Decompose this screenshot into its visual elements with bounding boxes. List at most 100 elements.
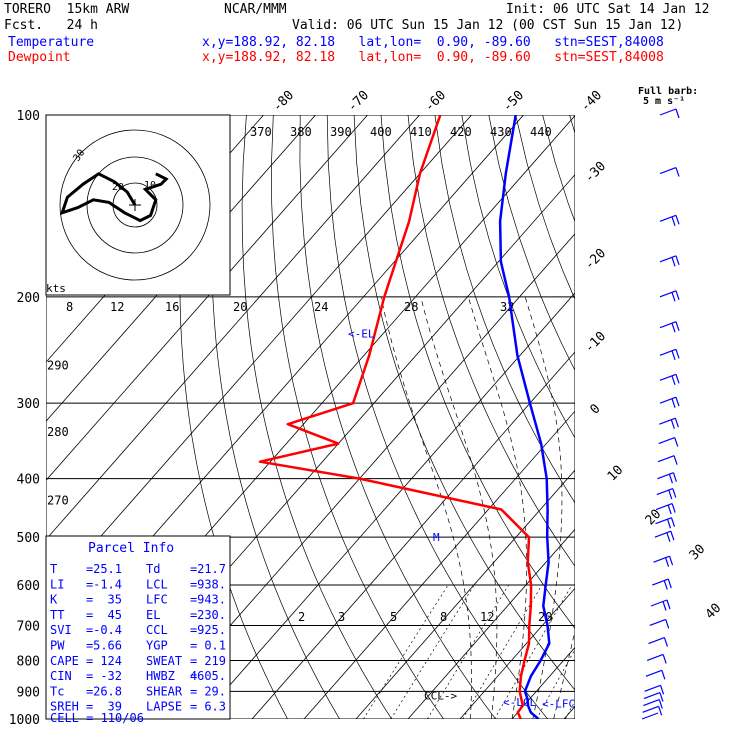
- parcel-eq: =: [190, 639, 197, 653]
- wind-barb-staff: [659, 417, 676, 425]
- parcel-value: 35: [108, 593, 122, 607]
- level-label: <-LCL: [503, 696, 536, 709]
- wind-barb-flag: [665, 619, 670, 629]
- wind-barb-staff: [652, 578, 669, 586]
- dewpoint-legend: Dewpoint: [8, 50, 71, 65]
- moist-adiabat: [553, 628, 575, 719]
- theta-label: 410: [410, 125, 432, 139]
- isotherm-line: [407, 528, 575, 719]
- wind-barb-staff: [646, 653, 664, 662]
- wind-barb-staff: [653, 555, 670, 563]
- level-label: CCL->: [424, 690, 457, 703]
- valid-time: Valid: 06 UTC Sun 15 Jan 12 (00 CST Sun …: [292, 18, 684, 33]
- wind-barb-flag: [675, 290, 680, 301]
- hodo-speed-label: 28: [404, 300, 418, 314]
- parcel-eq: =: [190, 577, 197, 591]
- wind-barb-flag: [675, 396, 680, 407]
- parcel-value: 25.1: [93, 562, 122, 576]
- wind-barb-flag: [669, 555, 674, 566]
- parcel-key: TT: [50, 608, 64, 622]
- wind-barb-flag: [671, 503, 676, 513]
- dry-adiabat: [299, 115, 496, 719]
- dry-adiabat: [731, 115, 740, 719]
- height-label: 280: [47, 425, 69, 439]
- wind-barb-staff: [645, 669, 663, 677]
- hodograph-trace: [59, 172, 169, 223]
- parcel-eq: =: [86, 608, 93, 622]
- wind-barb-flag: [658, 699, 663, 709]
- wind-barb-staff: [650, 599, 668, 607]
- wind-barb-flag: [675, 321, 680, 331]
- wind-barb-staff: [655, 502, 673, 511]
- mixing-ratio-label: 2: [298, 610, 305, 624]
- parcel-value: 938.: [197, 577, 226, 591]
- parcel-value: 0.1: [204, 639, 226, 653]
- dry-adiabat: [677, 115, 740, 719]
- parcel-value: 6.3: [204, 700, 226, 714]
- parcel-eq: =: [86, 623, 93, 637]
- parcel-eq: =: [86, 669, 93, 683]
- parcel-key: SREH: [50, 700, 79, 714]
- dry-adiabat: [623, 115, 740, 719]
- wind-barb-flag: [671, 216, 676, 227]
- parcel-key: T: [50, 562, 57, 576]
- dry-adiabat: [542, 115, 575, 223]
- model-label: TORERO 15km ARW: [4, 2, 130, 17]
- parcel-value: -1.4: [93, 577, 122, 591]
- wind-barb-flag: [675, 215, 680, 225]
- wind-barb-staff: [644, 684, 661, 692]
- parcel-eq: =: [190, 608, 197, 622]
- parcel-eq: =: [86, 562, 93, 576]
- temperature-legend: Temperature: [8, 35, 95, 50]
- dry-adiabat: [650, 115, 740, 719]
- parcel-value: 219: [204, 654, 226, 668]
- parcel-key: Tc: [50, 684, 64, 698]
- wind-barb-flag: [663, 637, 668, 647]
- wind-barb-staff: [659, 321, 677, 329]
- parcel-key: Td: [146, 562, 160, 576]
- wind-barb-flag: [675, 374, 680, 384]
- isotherm-label-side: 20: [643, 507, 665, 529]
- wind-barb-staff: [656, 487, 673, 496]
- wind-barb-flag: [658, 706, 663, 716]
- parcel-key: LFC: [146, 593, 168, 607]
- wind-barb-staff: [643, 691, 661, 700]
- wind-barb-staff: [659, 348, 677, 356]
- wind-barb-staff: [659, 255, 677, 263]
- wind-barb-flag: [666, 519, 672, 529]
- parcel-value: 230.: [197, 608, 226, 622]
- mixing-ratio-line: [427, 584, 509, 719]
- isotherm-label-side: -20: [582, 246, 609, 273]
- wind-barb-staff: [641, 712, 659, 720]
- wind-barb-staff: [654, 530, 672, 538]
- wind-barb-flag: [675, 349, 680, 359]
- parcel-eq: =: [190, 700, 197, 714]
- wind-barb-staff: [642, 705, 659, 713]
- parcel-eq: =: [190, 593, 197, 607]
- wind-barb-flag: [660, 685, 665, 695]
- isotherm-label-side: 40: [703, 601, 725, 623]
- parcel-eq: =: [190, 654, 197, 668]
- pressure-label: 300: [17, 397, 40, 412]
- mixing-ratio-line: [564, 700, 575, 719]
- pressure-label: 100: [17, 109, 40, 124]
- wind-barb-flag: [671, 323, 676, 333]
- pressure-label: 200: [17, 291, 40, 306]
- isotherm-line: [616, 115, 740, 719]
- height-label: 290: [47, 359, 69, 373]
- isotherm-line: [511, 646, 575, 719]
- parcel-eq: =: [86, 654, 93, 668]
- height-label: 270: [47, 494, 69, 508]
- barb-title-text: Full barb:: [638, 86, 698, 97]
- isotherm-line: [199, 292, 575, 719]
- wind-barb-flag: [673, 455, 678, 465]
- parcel-value: -32: [100, 669, 122, 683]
- hodograph-ring-label: 20: [112, 182, 124, 193]
- hodograph-ring: [59, 129, 211, 281]
- theta-label: 390: [330, 125, 352, 139]
- wind-barb-flag: [670, 419, 675, 429]
- pressure-label: 700: [17, 619, 40, 634]
